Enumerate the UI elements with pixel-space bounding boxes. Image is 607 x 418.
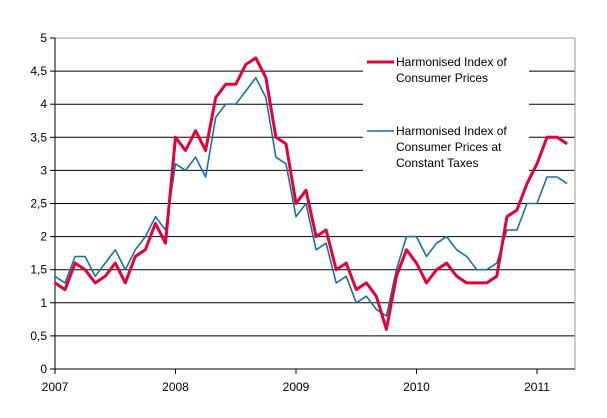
gridlines	[54, 37, 576, 370]
y-tick-label: 4	[40, 97, 47, 111]
x-tick-label: 2011	[524, 380, 550, 394]
y-tick-label: 4,5	[30, 64, 47, 78]
y-tick-label: 0,5	[30, 329, 47, 343]
x-axis-ticks: 2007 2008 2009 2010 2011	[42, 369, 550, 394]
legend-label-hicp-ct-3: Constant Taxes	[396, 156, 479, 170]
x-tick-label: 2008	[162, 380, 189, 394]
legend-label-hicp-1: Harmonised Index of	[396, 55, 507, 69]
y-tick-label: 1,5	[30, 263, 47, 277]
y-tick-label: 3	[40, 163, 47, 177]
legend-label-hicp-ct-1: Harmonised Index of	[396, 124, 507, 138]
legend-label-hicp-ct-2: Consumer Prices at	[396, 140, 502, 154]
y-tick-label: 5	[40, 31, 47, 45]
legend: Harmonised Index of Consumer Prices Harm…	[367, 55, 507, 170]
series-line-hicp	[54, 56, 568, 331]
series-line-hicp-constant-taxes	[54, 76, 568, 317]
legend-label-hicp-2: Consumer Prices	[396, 71, 488, 85]
series-lines	[54, 56, 568, 331]
y-axis-ticks: 0 0,5 1 1,5 2 2,5 3 3,5 4 4,5 5	[30, 31, 55, 376]
y-tick-label: 1	[40, 296, 47, 310]
x-tick-label: 2010	[403, 380, 430, 394]
x-tick-label: 2009	[283, 380, 310, 394]
y-tick-label: 3,5	[30, 130, 47, 144]
x-tick-label: 2007	[42, 380, 69, 394]
legend-background	[363, 44, 529, 184]
y-tick-label: 0	[40, 362, 47, 376]
y-tick-label: 2	[40, 230, 47, 244]
y-tick-label: 2,5	[30, 197, 47, 211]
